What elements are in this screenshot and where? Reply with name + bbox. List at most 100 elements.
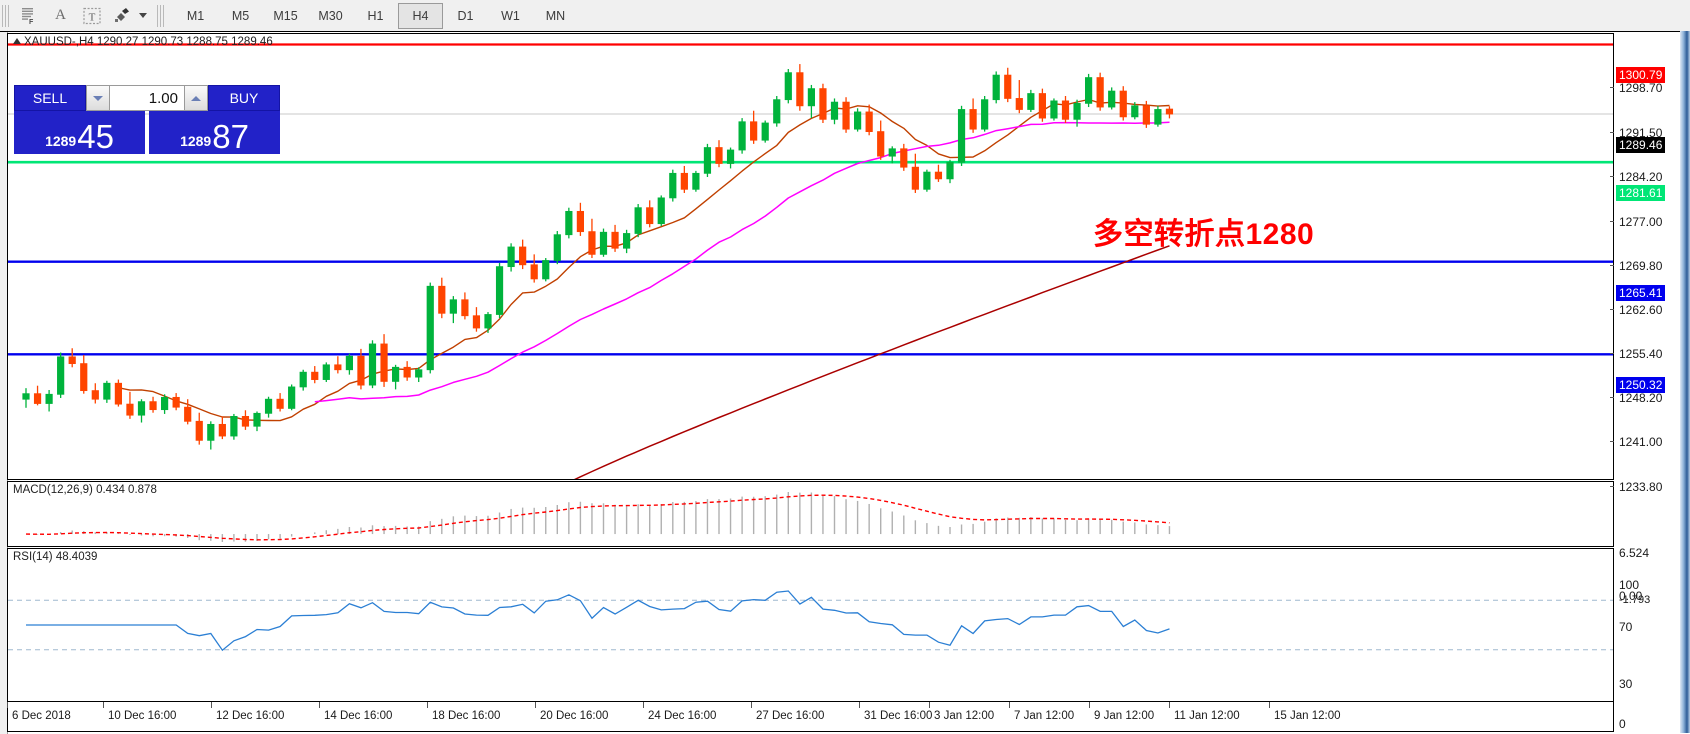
time-tick-label: 24 Dec 16:00 [648,710,717,722]
timeframe-m15[interactable]: M15 [273,8,298,23]
candle [680,165,688,193]
candle [657,195,665,227]
volume-input[interactable]: 1.00 [110,85,184,111]
time-tick-label: 18 Dec 16:00 [432,710,501,722]
text-label-icon[interactable]: T [76,3,107,29]
time-tick-label: 10 Dec 16:00 [108,710,177,722]
candle [137,399,146,423]
candle [784,68,792,104]
time-tick-mark [643,702,644,708]
candle [865,104,873,136]
time-tick-label: 12 Dec 16:00 [216,710,285,722]
candle [299,369,307,391]
candle [819,83,827,123]
timeframe-m1[interactable]: M1 [186,8,205,23]
macd-scale-min: -1.793 [1614,594,1650,606]
candle [761,120,769,143]
time-tick-mark [427,702,428,708]
candle [484,312,492,333]
price-tick-label: 1277.00 [1619,214,1663,229]
candle [91,383,99,404]
sell-price-whole: 1289 [45,133,77,149]
rsi-scale-tick: 0 [1614,717,1626,731]
time-tick-label: 6 Dec 2018 [12,710,71,722]
time-tick-mark [1169,702,1170,708]
time-tick-mark [7,702,8,708]
candle [1050,98,1058,121]
candle [264,396,273,418]
collapse-triangle-icon[interactable] [13,38,21,44]
price-highlight-label[interactable]: 1250.32 [1616,377,1666,394]
rsi-canvas [8,590,1613,652]
macd-signal-line [25,494,1170,541]
sell-price-quote[interactable]: 1289 45 [14,111,145,154]
candle [1038,88,1046,122]
candle [403,361,411,381]
volume-decrement-button[interactable] [86,85,110,111]
ma-slow-line [574,245,1170,479]
price-highlight-label[interactable]: 1300.79 [1616,67,1666,84]
candle [1015,80,1023,114]
price-tick-label: 1284.20 [1619,170,1663,185]
buy-price-quote[interactable]: 1289 87 [149,111,280,154]
price-tick: 1255.40 [1610,347,1662,361]
candle [345,353,354,375]
macd-pane[interactable]: MACD(12,26,9) 0.434 0.878 [7,481,1614,547]
rsi-line [26,590,1170,652]
timeframe-w1[interactable]: W1 [501,8,520,23]
volume-increment-button[interactable] [184,85,208,111]
price-tick-label: 1262.60 [1619,302,1663,317]
time-tick-label: 7 Jan 12:00 [1014,710,1075,722]
timeframe-m30[interactable]: M30 [318,8,343,23]
objects-icon[interactable] [107,3,138,29]
price-tick: 1241.00 [1610,435,1662,449]
timeframe-h1[interactable]: H1 [367,8,384,23]
candle [184,399,192,425]
candle [1061,95,1070,123]
timeframe-mn[interactable]: MN [545,8,566,23]
price-highlight-label[interactable]: 1289.46 [1616,137,1666,154]
time-tick-label: 9 Jan 12:00 [1094,710,1155,722]
svg-text:T: T [88,11,95,23]
candle [1165,106,1174,119]
candle [426,282,434,374]
candle [807,84,816,119]
sell-button[interactable]: SELL [14,85,86,111]
candle [1073,99,1081,127]
text-a-icon[interactable]: A [55,7,66,23]
time-tick-label: 3 Jan 12:00 [934,710,995,722]
vertical-scrollbar[interactable] [1680,31,1690,733]
order-panel-quotes-row: 1289 45 1289 87 [14,111,280,154]
candle [530,254,538,283]
timeframe-h4[interactable]: H4 [398,2,443,29]
crosshair-f-icon[interactable]: F [14,3,45,29]
candle [322,362,330,383]
timeframe-d1[interactable]: D1 [457,8,474,23]
macd-scale-label: 6.524 [1619,546,1650,560]
timeframe-m5[interactable]: M5 [231,8,250,23]
time-axis[interactable]: 6 Dec 2018 10 Dec 16:00 12 Dec 16:00 14 Dec… [7,702,1614,732]
candle [992,71,1000,104]
price-tick: 1298.70 [1610,81,1662,95]
buy-button[interactable]: BUY [208,85,280,111]
timeframe-grip[interactable] [157,4,166,27]
toolbar-grip[interactable] [2,4,11,27]
rsi-pane[interactable]: RSI(14) 48.4039 [7,548,1614,702]
candle [1027,89,1035,112]
candle [334,356,342,374]
candle [172,393,180,411]
candle [888,146,896,164]
rsi-scale-tick: 30 [1614,677,1632,691]
price-highlight-label[interactable]: 1281.61 [1616,185,1666,202]
objects-dropdown-icon[interactable] [139,13,147,18]
price-scale[interactable]: 1298.70 1291.50 1284.20 1277.00 1269.80 1262.… [1610,64,1680,732]
price-highlight-label[interactable]: 1265.41 [1616,284,1666,301]
price-chart-pane[interactable]: XAUUSD-,H4 1290.27 1290.73 1288.75 1289.… [7,33,1614,480]
candle [368,340,377,389]
one-click-trading-panel[interactable]: SELL 1.00 BUY 1289 45 1289 87 [14,85,280,154]
candlestick-canvas [8,43,1613,479]
candle [218,416,226,440]
rsi-header: RSI(14) 48.4039 [13,551,98,563]
candle [276,393,284,412]
